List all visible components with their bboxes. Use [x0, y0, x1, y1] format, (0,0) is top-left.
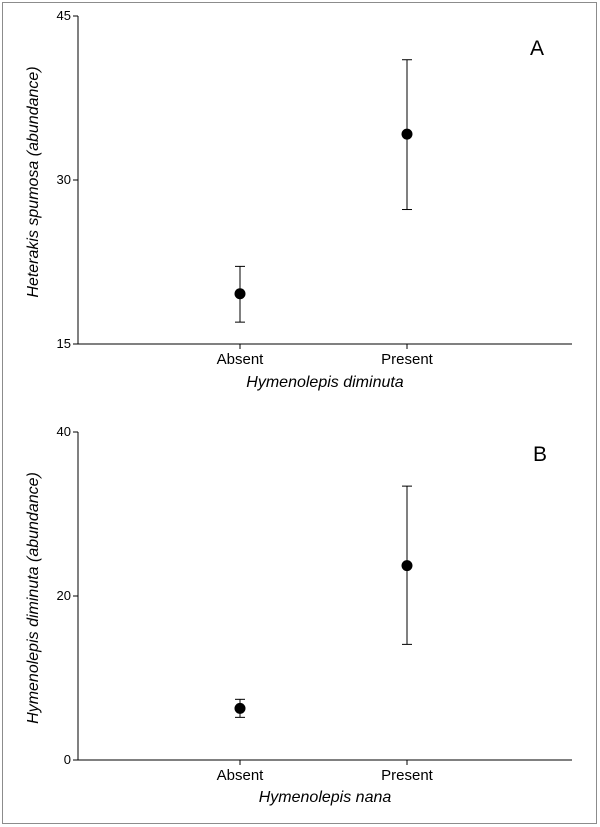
panel-b: 0 20 40 Absent Present Hymenolepis nana Hy… — [25, 424, 572, 806]
y-axis-title-a: Heterakis spumosa (abundance) — [25, 66, 42, 297]
y-tick-label-b-0: 0 — [64, 752, 71, 767]
x-axis-title-a: Hymenolepis diminuta — [246, 374, 404, 391]
category-label-absent-b: Absent — [217, 767, 265, 784]
panel-letter-b: B — [533, 443, 547, 466]
y-axis-title-b: Hymenolepis diminuta (abundance) — [25, 472, 42, 724]
y-tick-label-b-1: 20 — [57, 588, 71, 603]
panel-a: 15 30 45 Absent Present Hymenolepis diminu… — [25, 8, 572, 391]
data-point-a-1 — [401, 128, 413, 140]
y-tick-label-a-0: 15 — [57, 336, 71, 351]
y-tick-label-a-1: 30 — [57, 172, 71, 187]
panel-letter-a: A — [530, 37, 544, 60]
category-label-present-a: Present — [381, 351, 434, 368]
data-point-b-0 — [234, 702, 246, 714]
category-label-absent-a: Absent — [217, 351, 265, 368]
y-tick-label-b-2: 40 — [57, 424, 71, 439]
category-label-present-b: Present — [381, 767, 434, 784]
data-point-a-0 — [234, 288, 246, 300]
y-tick-label-a-2: 45 — [57, 8, 71, 23]
data-point-b-1 — [401, 560, 413, 572]
x-axis-title-b: Hymenolepis nana — [259, 789, 392, 806]
